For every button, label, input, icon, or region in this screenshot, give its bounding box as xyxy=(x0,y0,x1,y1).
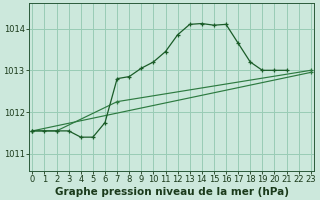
X-axis label: Graphe pression niveau de la mer (hPa): Graphe pression niveau de la mer (hPa) xyxy=(55,187,289,197)
